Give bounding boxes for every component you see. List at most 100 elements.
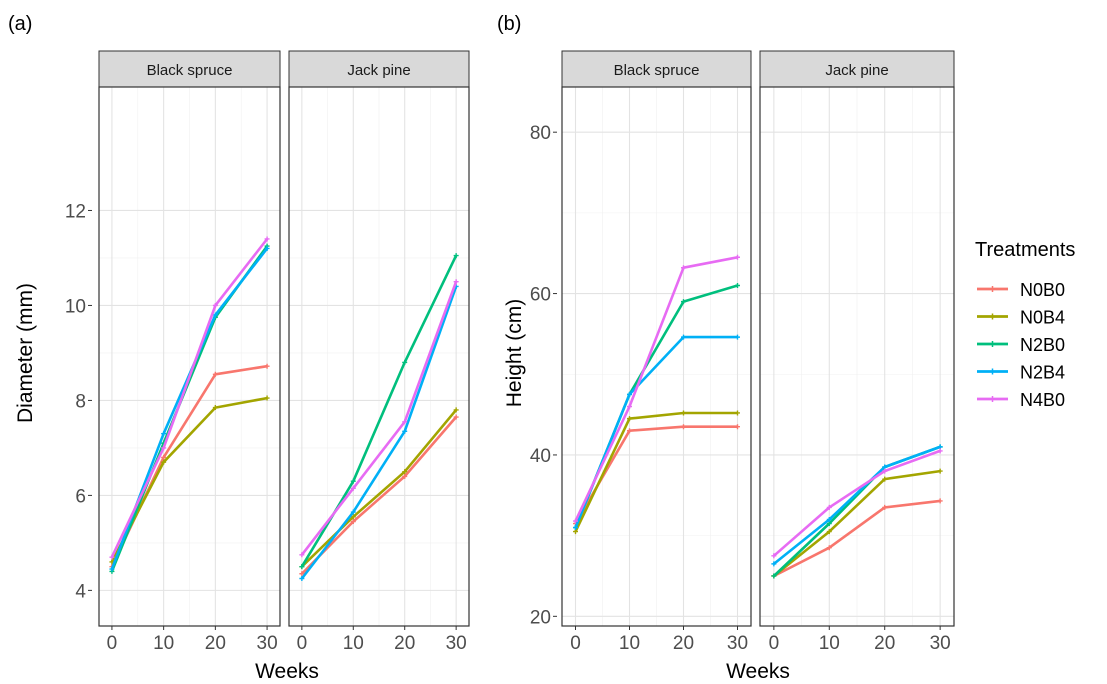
y-tick-label: 4 — [75, 581, 86, 602]
x-tick-label: 20 — [205, 633, 226, 654]
x-tick-label: 20 — [874, 633, 895, 654]
data-point-n0b4 — [627, 416, 632, 422]
data-point-n4b0 — [402, 419, 408, 425]
data-point-n4b0 — [264, 236, 270, 242]
data-point-n0b0 — [453, 414, 459, 420]
legend-title: Treatments — [975, 239, 1075, 261]
facet-black-spruce-height: Black spruce 0 10 20 30 — [561, 50, 752, 654]
series-line-n4b0 — [110, 238, 269, 558]
facet-jack-pine-diameter: Jack pine 0 10 20 30 — [288, 50, 470, 654]
data-point-n0b0 — [937, 498, 943, 504]
data-point-n4b0 — [826, 504, 832, 510]
data-point-n2b0 — [735, 282, 740, 288]
panel-area — [98, 86, 281, 627]
data-point-n0b0 — [299, 571, 305, 577]
x-tick-label: 30 — [727, 633, 748, 654]
data-point-n0b0 — [627, 428, 632, 434]
x-tick-label: 0 — [570, 633, 581, 654]
x-tick-label: 30 — [257, 633, 278, 654]
series-line-n2b0 — [300, 255, 458, 568]
strip-background — [759, 50, 955, 88]
data-point-n2b4 — [402, 428, 408, 434]
plot-b-height: (b) Height (cm) Weeks Black spruce 0 10 20… — [497, 13, 955, 683]
y-tick-label: 80 — [530, 123, 551, 144]
data-point-n2b0 — [771, 573, 777, 579]
data-point-n2b4 — [735, 334, 740, 340]
y-tick-label: 40 — [530, 446, 551, 467]
x-tick-label: 10 — [153, 633, 174, 654]
data-point-n4b0 — [299, 552, 305, 558]
x-tick-label: 10 — [619, 633, 640, 654]
y-tick-label: 10 — [65, 296, 86, 317]
panel-tag-b: (b) — [497, 13, 521, 35]
panel-border — [759, 86, 955, 627]
data-point-n0b4 — [212, 405, 218, 411]
data-point-n2b4 — [212, 312, 218, 318]
legend-label-n0b0: N0B0 — [1020, 280, 1065, 300]
x-tick-label: 0 — [769, 633, 780, 654]
data-point-n0b4 — [453, 407, 459, 413]
y-tick-label: 8 — [75, 391, 86, 412]
x-axis-title-b: Weeks — [726, 660, 790, 683]
panel-area — [561, 86, 752, 627]
data-point-n0b0 — [882, 504, 888, 510]
data-point-n4b0 — [681, 265, 686, 271]
data-point-n2b0 — [681, 299, 686, 305]
series-line-n0b4 — [300, 409, 458, 568]
data-point-n0b4 — [402, 469, 408, 475]
legend-key-point-n4b0 — [989, 396, 996, 402]
panel-tag-a: (a) — [8, 13, 32, 35]
data-point-n2b4 — [826, 516, 832, 522]
series-line-n0b0 — [300, 416, 458, 575]
legend-key-point-n0b0 — [989, 286, 996, 292]
y-tick-label: 6 — [75, 486, 86, 507]
legend-items: N0B0 N0B4 N2B0 N2B4 N4B0 — [977, 280, 1065, 410]
data-point-n0b0 — [402, 473, 408, 479]
legend-key-point-n2b0 — [989, 341, 996, 347]
x-tick-label: 20 — [394, 633, 415, 654]
data-point-n0b0 — [681, 424, 686, 430]
data-point-n0b0 — [350, 519, 356, 525]
plot-a-diameter: (a) Diameter (mm) Weeks Black spruce 0 10… — [8, 13, 470, 683]
data-point-n4b0 — [771, 553, 777, 559]
data-point-n2b4 — [109, 566, 115, 572]
data-point-n4b0 — [937, 448, 943, 454]
x-axis-title-a: Weeks — [255, 660, 319, 683]
series-line-n2b4 — [300, 286, 458, 580]
data-point-n4b0 — [627, 404, 632, 410]
facet-black-spruce-diameter: Black spruce 0 10 20 30 — [98, 50, 281, 654]
y-tick-label: 12 — [65, 201, 86, 222]
data-point-n2b4 — [627, 391, 632, 397]
series-line-n2b4 — [773, 445, 941, 565]
data-point-n2b4 — [573, 525, 578, 531]
x-tick-label: 10 — [343, 633, 364, 654]
data-point-n2b0 — [453, 253, 459, 259]
data-point-n4b0 — [350, 485, 356, 491]
series-line-n4b0 — [574, 256, 738, 522]
legend-label-n2b4: N2B4 — [1020, 363, 1065, 383]
data-point-n0b0 — [161, 454, 167, 460]
panel-area — [759, 86, 955, 627]
data-point-n0b4 — [937, 468, 943, 474]
legend-key-point-n2b4 — [989, 368, 996, 375]
data-point-n2b4 — [350, 509, 356, 515]
data-point-n2b0 — [299, 564, 305, 570]
series-line-n0b4 — [574, 411, 738, 533]
x-tick-label: 30 — [930, 633, 951, 654]
strip-background — [98, 50, 281, 88]
data-point-n4b0 — [109, 554, 115, 560]
data-point-n2b0 — [402, 359, 408, 365]
strip-label-jack-pine: Jack pine — [347, 62, 410, 79]
y-axis-title-a: Diameter (mm) — [14, 283, 37, 423]
series-line-n0b4 — [773, 469, 941, 578]
data-point-n0b0 — [735, 424, 740, 430]
data-point-n4b0 — [453, 279, 459, 285]
y-tick-label: 20 — [530, 607, 551, 628]
panel-border — [561, 86, 752, 627]
strip-background — [288, 50, 470, 88]
legend-label-n4b0: N4B0 — [1020, 390, 1065, 410]
x-tick-label: 0 — [297, 633, 308, 654]
data-point-n4b0 — [735, 254, 740, 260]
data-point-n2b4 — [771, 561, 777, 567]
data-point-n2b4 — [161, 431, 167, 437]
